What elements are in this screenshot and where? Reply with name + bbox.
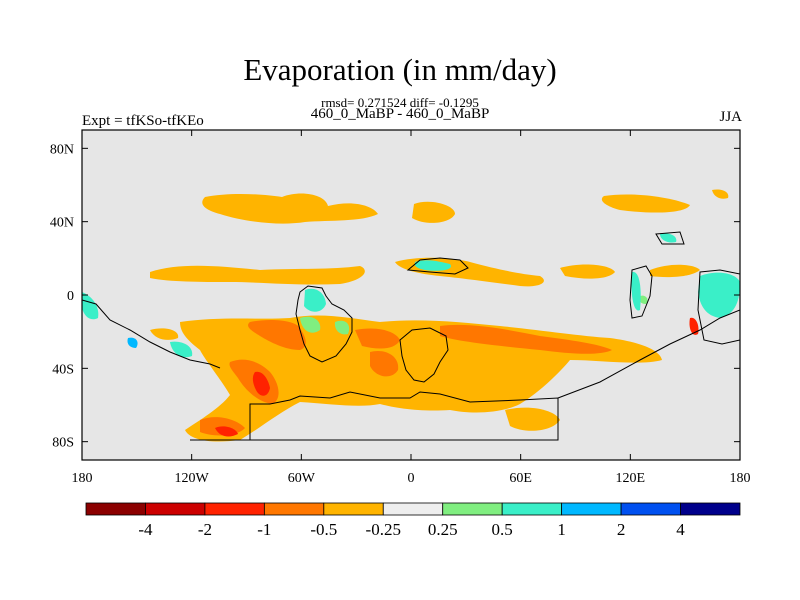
coastline-asia-east xyxy=(629,265,653,319)
contour-orange-tropics xyxy=(150,265,365,285)
contour-blue-1 xyxy=(127,337,138,348)
colorbar-label: 0.25 xyxy=(428,520,458,539)
contour-cyan-2 xyxy=(698,272,740,318)
colorbar-label: 2 xyxy=(617,520,626,539)
plot-title: Evaporation (in mm/day) xyxy=(243,52,557,87)
colorbar-swatch xyxy=(145,502,206,516)
contour-red-2 xyxy=(215,426,238,437)
coastline-africa xyxy=(399,327,449,383)
colorbar-swatch xyxy=(561,502,622,516)
contour-cyan-5 xyxy=(414,260,451,271)
contour-fields xyxy=(82,189,740,442)
contour-orange-southocean xyxy=(505,407,560,431)
coastline-south-america xyxy=(295,285,353,363)
contour-cyan-1 xyxy=(304,288,326,312)
lat-tick-label: 80S xyxy=(52,436,74,451)
colorbar-swatch xyxy=(620,502,681,516)
coastline-antarctica xyxy=(190,391,559,441)
contour-green-1 xyxy=(300,316,321,333)
lon-tick-label: 180 xyxy=(72,471,93,486)
lon-tick-label: 120E xyxy=(616,471,646,486)
contour-orange-ne xyxy=(712,189,729,199)
longitude-ticks: 180 120W 60W 0 60E 120E 180 xyxy=(72,130,751,486)
contour-red-1 xyxy=(252,371,270,396)
contour-green-3 xyxy=(639,295,648,304)
colorbar-label: 1 xyxy=(557,520,566,539)
contour-green-2 xyxy=(334,320,350,335)
contour-darkorange-3 xyxy=(440,324,612,354)
coastline-pacific-east xyxy=(82,299,221,369)
colorbar: -4 -2 -1 -0.5 -0.25 0.25 0.5 1 2 4 xyxy=(85,502,741,539)
coastline-eurasia xyxy=(406,257,469,275)
colorbar-swatch xyxy=(442,502,503,516)
contour-orange-north xyxy=(202,193,378,224)
colorbar-label: -0.25 xyxy=(366,520,401,539)
contour-darkorange-2 xyxy=(355,328,400,349)
lat-tick-label: 40N xyxy=(50,216,74,231)
contour-red-3 xyxy=(689,317,699,335)
colorbar-label: -4 xyxy=(138,520,153,539)
stats-text: rmsd= 0.271524 diff= -0.1295 xyxy=(321,95,479,110)
colorbar-label: -1 xyxy=(257,520,271,539)
contour-orange-pacific xyxy=(650,264,700,278)
lon-tick-label: 60E xyxy=(509,471,532,486)
coastline-antarctica-east xyxy=(557,309,740,399)
lon-tick-label: 120W xyxy=(175,471,210,486)
contour-orange-indian xyxy=(560,264,615,279)
colorbar-label: -2 xyxy=(198,520,212,539)
contour-cyan-3 xyxy=(82,292,99,320)
contour-cyan-4 xyxy=(170,341,193,358)
contour-orange-north3 xyxy=(601,194,690,213)
colorbar-swatch xyxy=(323,502,384,516)
contour-cyan-6 xyxy=(660,233,677,243)
colorbar-label: -0.5 xyxy=(310,520,337,539)
latitude-ticks: 80N 40N 0 40S 80S xyxy=(50,142,740,451)
lat-tick-label: 80N xyxy=(50,142,74,157)
contour-orange-north2 xyxy=(412,201,455,223)
colorbar-swatch xyxy=(680,502,741,516)
contour-orange-sw xyxy=(150,328,179,340)
lat-tick-label: 0 xyxy=(67,289,74,304)
coastline-australia xyxy=(697,269,740,345)
lat-tick-label: 40S xyxy=(52,362,74,377)
season-label: JJA xyxy=(719,109,742,125)
colorbar-swatch xyxy=(501,502,563,516)
lon-tick-label: 180 xyxy=(730,471,751,486)
coastlines xyxy=(82,231,740,441)
contour-darkorange-6 xyxy=(370,350,399,377)
colorbar-swatch xyxy=(382,502,444,516)
colorbar-swatch xyxy=(204,502,265,516)
lon-tick-label: 0 xyxy=(408,471,415,486)
colorbar-swatch xyxy=(263,502,325,516)
lon-tick-label: 60W xyxy=(288,471,316,486)
contour-cyan-7 xyxy=(631,271,641,311)
experiment-label: Expt = tfKSo-tfKEo xyxy=(82,113,204,129)
contour-darkorange-1 xyxy=(248,320,306,350)
coastline-japan xyxy=(655,231,685,245)
colorbar-label: 0.5 xyxy=(492,520,513,539)
colorbar-swatch xyxy=(85,502,146,516)
map-background xyxy=(82,130,740,460)
case-text: 460_0_MaBP - 460_0_MaBP xyxy=(310,106,490,122)
colorbar-label: 4 xyxy=(676,520,685,539)
